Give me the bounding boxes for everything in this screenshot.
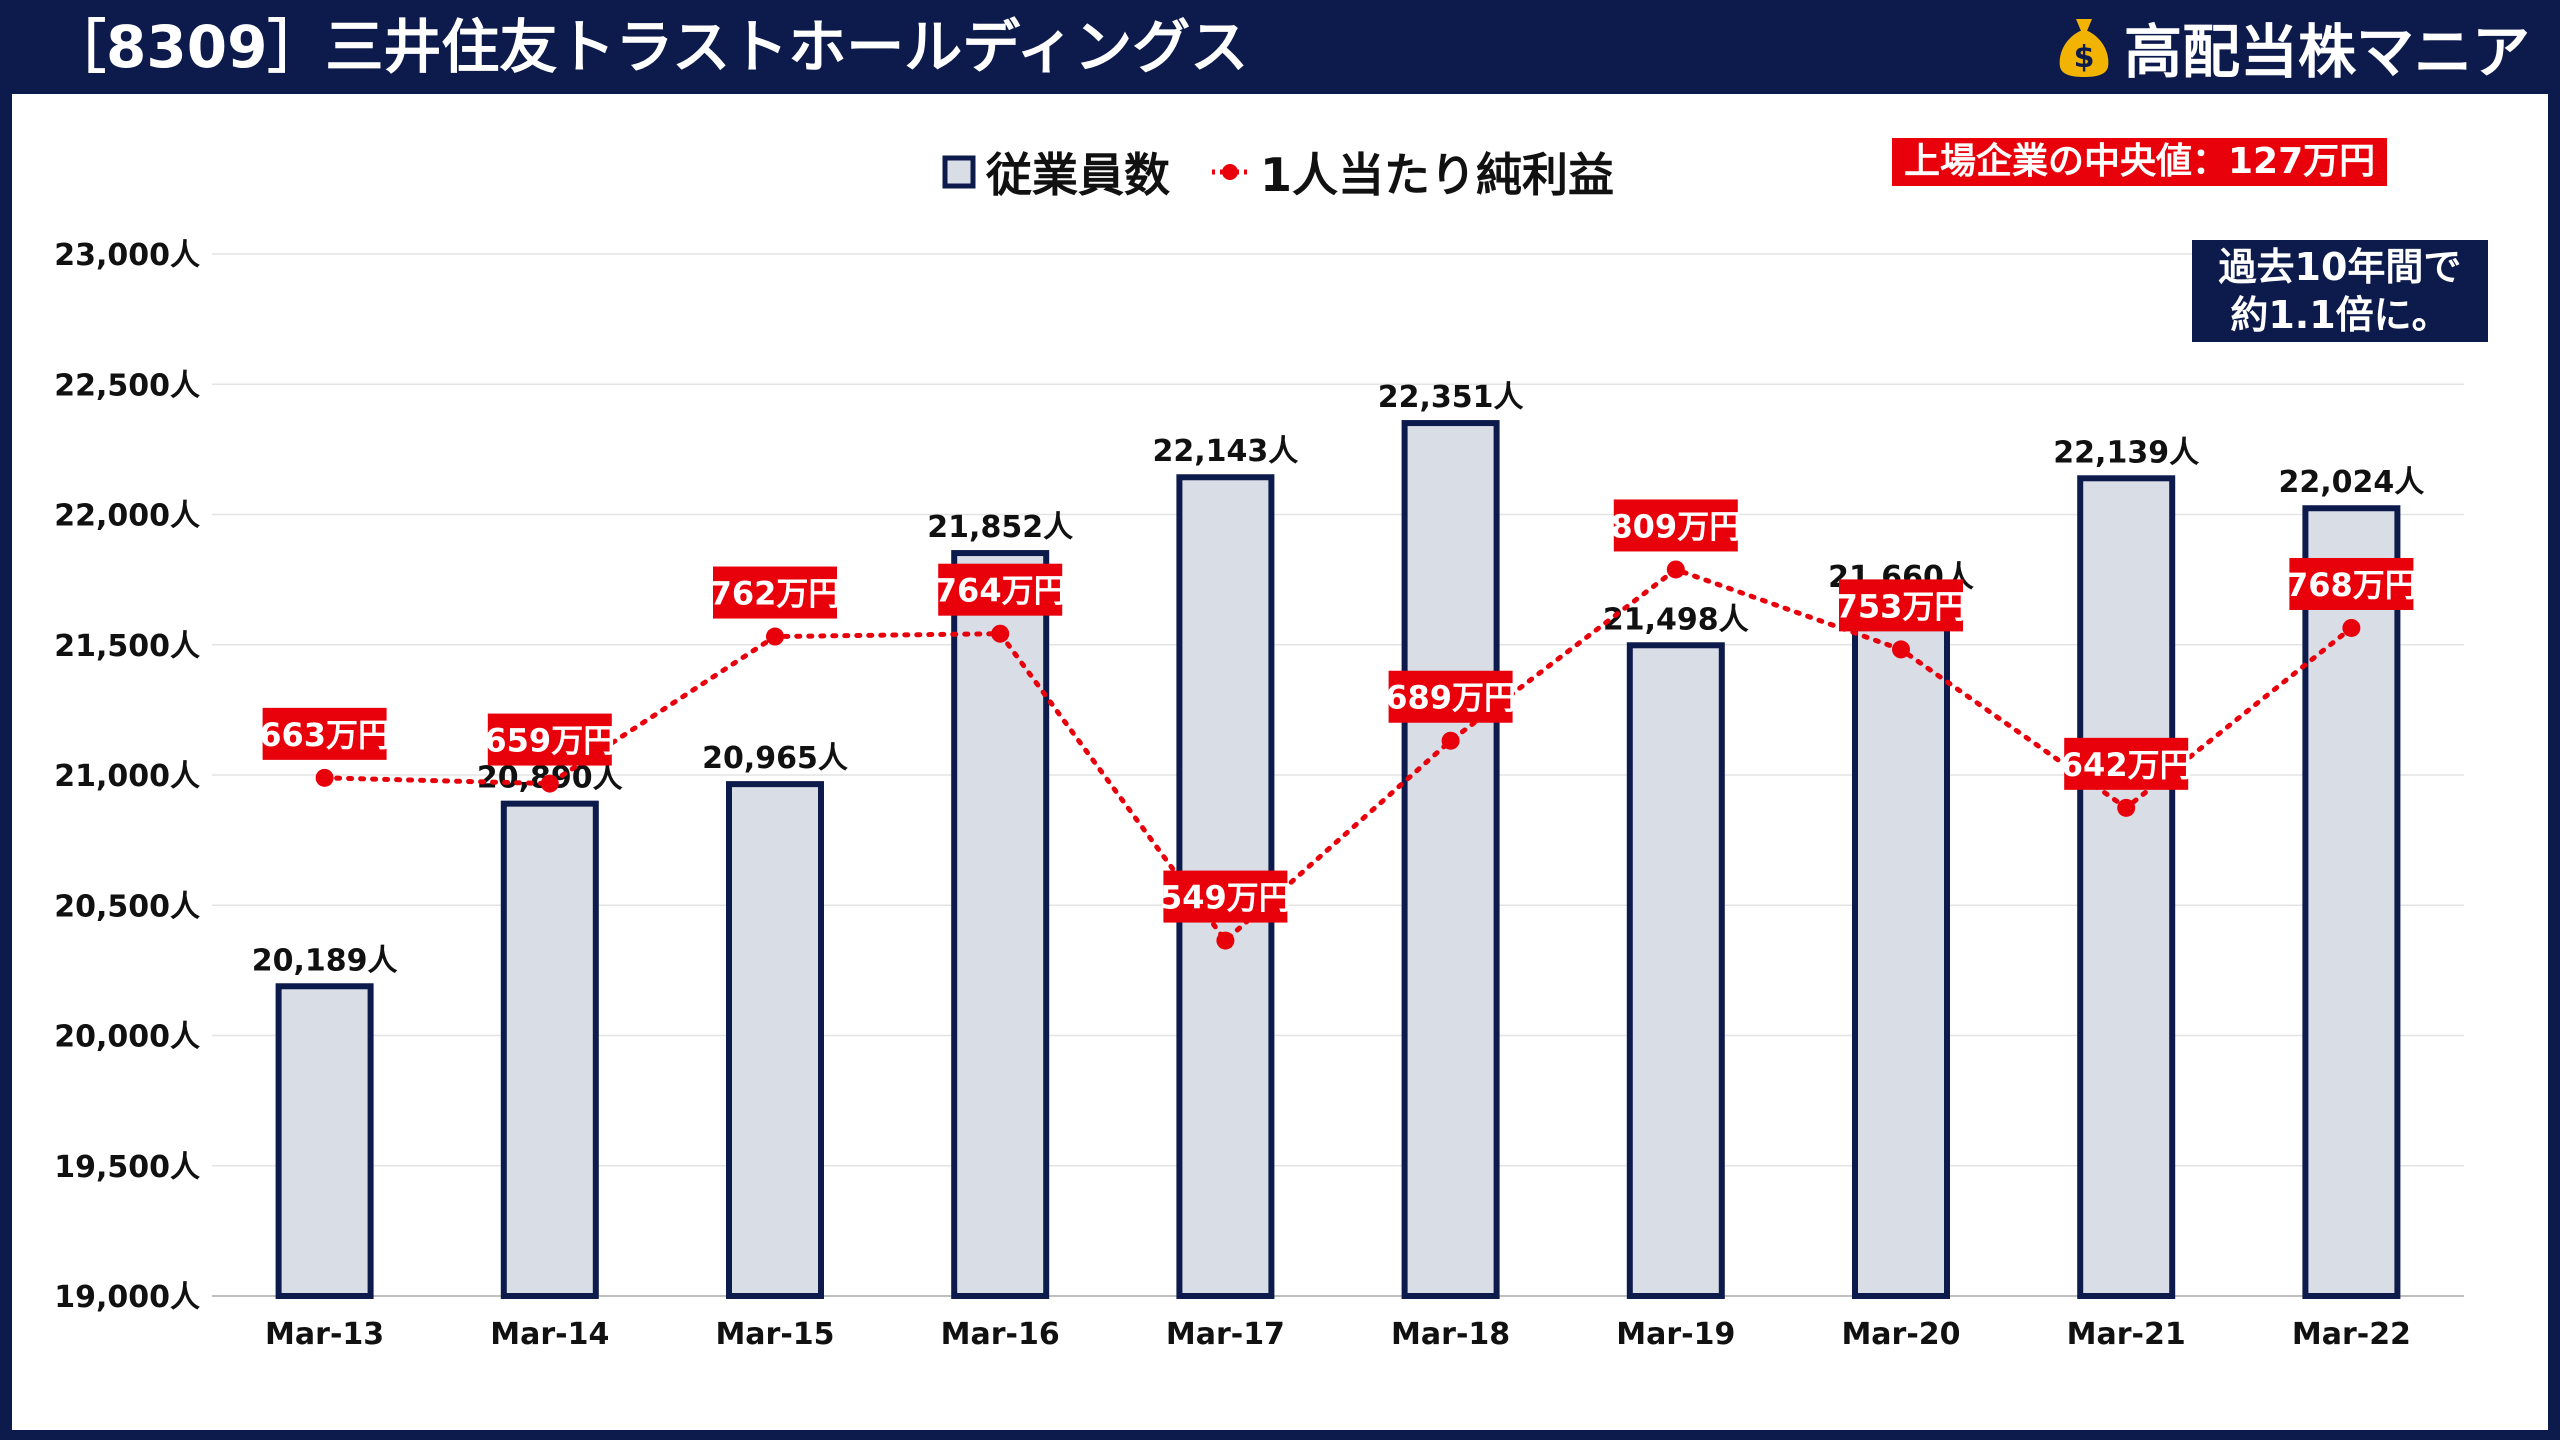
median-badge: 上場企業の中央値：127万円 (1892, 138, 2388, 186)
x-tick-label: Mar-19 (1616, 1317, 1735, 1352)
x-tick-label: Mar-18 (1391, 1317, 1510, 1352)
bar (275, 983, 374, 1299)
bar-value-label: 20,965人 (702, 741, 848, 776)
y-tick-label: 21,500人 (54, 629, 200, 664)
profit-label-bg (487, 713, 612, 766)
profit-point (1216, 931, 1235, 950)
bar-value-label: 21,852人 (927, 510, 1073, 545)
profit-point (1666, 560, 1685, 579)
legend-bar-swatch (942, 155, 976, 189)
profit-value-label: 809万円 (1610, 507, 1741, 545)
x-tick-label: Mar-21 (2067, 1317, 2186, 1352)
profit-line (322, 566, 2354, 945)
svg-text:$: $ (2074, 40, 2095, 75)
bar-value-label: 22,139人 (2053, 435, 2199, 470)
chart-panel: 19,000人 19,500人 20,000人 20,500人 21,000人 21,50… (12, 94, 2548, 1430)
profit-label-bg (938, 563, 1063, 616)
profit-point (991, 624, 1010, 643)
profit-point (2117, 798, 2136, 817)
profit-label-bg (2289, 557, 2414, 610)
y-tick-label: 22,000人 (54, 499, 200, 534)
bar (2077, 475, 2176, 1299)
profit-value-label: 549万円 (1160, 879, 1291, 917)
y-tick-label: 20,000人 (54, 1020, 200, 1055)
x-tick-label: Mar-14 (490, 1317, 609, 1352)
bar-value-label: 22,024人 (2279, 465, 2425, 500)
legend-label-employees: 従業員数 (986, 148, 1170, 202)
bar-value-label: 22,351人 (1378, 380, 1524, 415)
profit-label-bg (2064, 737, 2189, 790)
x-tick-label: Mar-22 (2292, 1317, 2411, 1352)
profit-label-bg (1163, 870, 1288, 923)
y-tick-label: 19,500人 (54, 1150, 200, 1185)
bar (500, 800, 599, 1300)
y-tick-label: 19,000人 (54, 1280, 200, 1315)
bar-value-label: 20,189人 (252, 943, 398, 978)
profit-value-label: 642万円 (2061, 746, 2192, 784)
bar (1852, 600, 1950, 1299)
profit-point (2342, 618, 2361, 637)
x-tick-label: Mar-16 (941, 1317, 1060, 1352)
legend-line-swatch (1212, 164, 1248, 180)
y-tick-label: 21,000人 (54, 759, 200, 794)
brand-logo: $ 高配当株マニア (2054, 10, 2530, 86)
money-bag-icon: $ (2059, 19, 2109, 77)
profit-point (540, 774, 559, 793)
header-bar: ［8309］三井住友トラストホールディングス $ 高配当株マニア (0, 0, 2560, 94)
y-tick-label: 22,500人 (54, 368, 200, 403)
profit-value-label: 689万円 (1385, 679, 1516, 717)
profit-point (315, 768, 334, 787)
y-tick-label: 23,000人 (54, 238, 200, 273)
bar (1401, 420, 1500, 1299)
profit-label-bg (1388, 670, 1513, 723)
page-title: ［8309］三井住友トラストホールディングス (48, 13, 1249, 81)
chart-legend: 従業員数 1人当たり純利益 (942, 140, 1614, 204)
profit-value-label: 768万円 (2286, 566, 2417, 604)
x-tick-label: Mar-15 (715, 1317, 834, 1352)
profit-value-label: 663万円 (259, 716, 390, 754)
profit-value-label: 753万円 (1836, 587, 1967, 625)
y-tick-label: 20,500人 (54, 889, 200, 924)
profit-point (766, 627, 784, 646)
combo-chart: 19,000人 19,500人 20,000人 20,500人 21,000人 21,50… (54, 238, 2464, 1352)
profit-value-label: 762万円 (710, 575, 841, 613)
x-tick-label: Mar-17 (1166, 1317, 1285, 1352)
profit-point (1441, 731, 1460, 750)
bar (726, 781, 824, 1299)
profit-value-label: 659万円 (484, 722, 615, 760)
profit-label-bg (1839, 579, 1963, 632)
bar (1626, 642, 1725, 1299)
x-tick-label: Mar-20 (1841, 1317, 1960, 1352)
growth-note-line2: 約1.1倍に。 (2230, 293, 2450, 337)
profit-label-bg (262, 707, 387, 760)
legend-label-profit: 1人当たり純利益 (1260, 148, 1615, 202)
bar (2302, 505, 2401, 1299)
growth-note: 過去10年間で 約1.1倍に。 (2192, 240, 2488, 342)
growth-note-line1: 過去10年間で (2218, 245, 2462, 289)
profit-label-bg (713, 566, 837, 619)
bar-value-label: 22,143人 (1153, 434, 1299, 469)
profit-point (1892, 640, 1910, 659)
legend-item-employees: 従業員数 (942, 139, 1170, 205)
profit-value-label: 764万円 (935, 572, 1066, 610)
brand-name: 高配当株マニア (2123, 18, 2530, 86)
profit-label-bg (1613, 499, 1738, 552)
bar (951, 550, 1050, 1299)
legend-item-profit: 1人当たり純利益 (1210, 139, 1614, 205)
x-tick-label: Mar-13 (265, 1317, 384, 1352)
